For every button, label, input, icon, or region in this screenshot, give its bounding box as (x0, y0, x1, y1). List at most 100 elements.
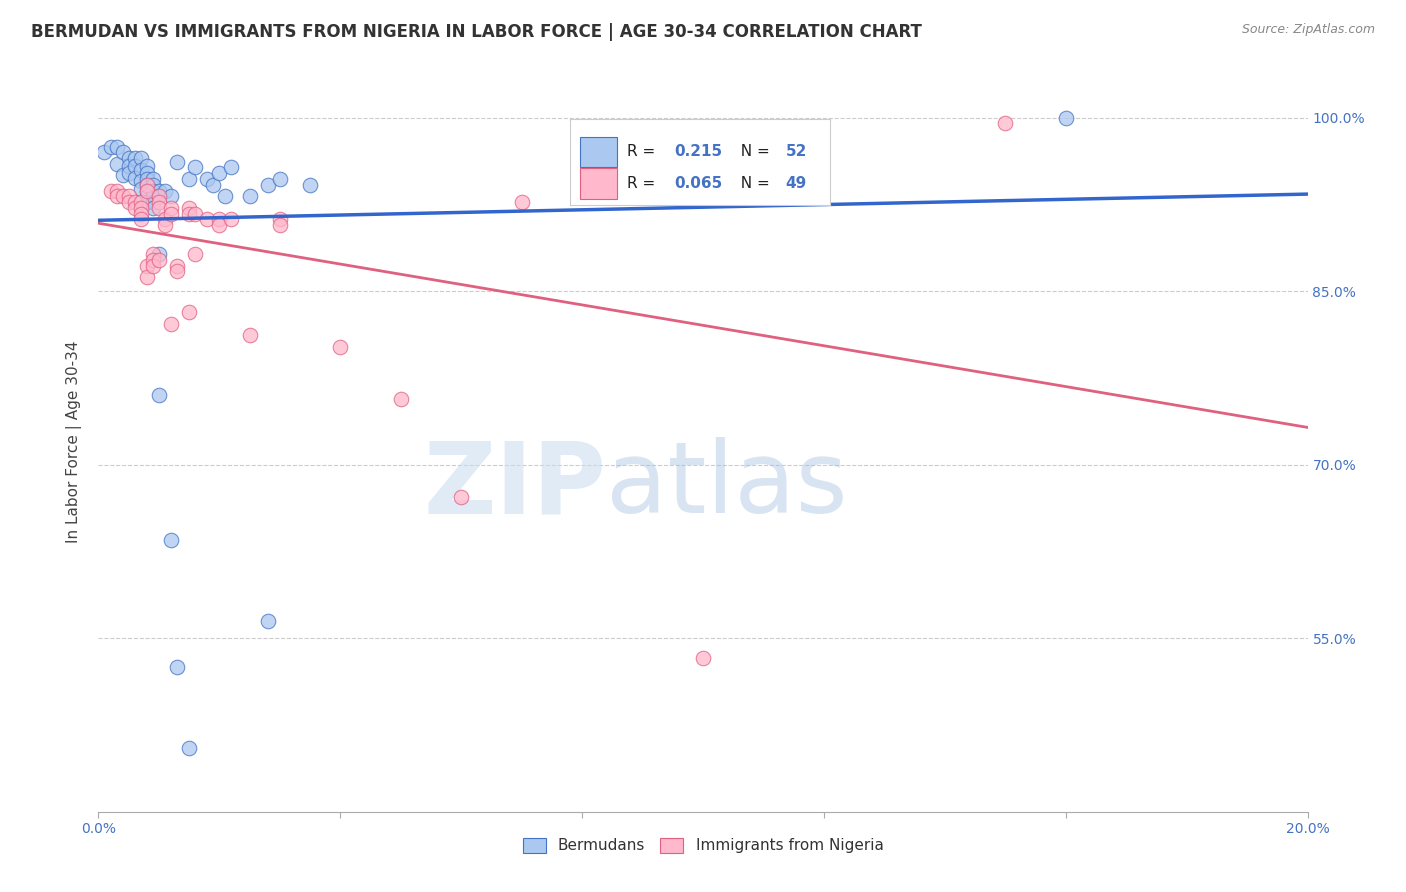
Point (160, 317, 183, 331)
Point (510, 195, 533, 210)
Point (135, 166, 157, 180)
Point (129, 212, 152, 227)
Point (1054, 111, 1077, 125)
Point (124, 170, 146, 185)
Text: BERMUDAN VS IMMIGRANTS FROM NIGERIA IN LABOR FORCE | AGE 30-34 CORRELATION CHART: BERMUDAN VS IMMIGRANTS FROM NIGERIA IN L… (31, 23, 922, 41)
Point (269, 218, 291, 232)
Point (166, 660, 188, 674)
Point (135, 178, 157, 192)
Point (179, 207, 201, 221)
Point (208, 218, 231, 232)
Point (160, 201, 183, 215)
Point (118, 166, 141, 180)
Point (118, 195, 141, 210)
Text: Source: ZipAtlas.com: Source: ZipAtlas.com (1241, 23, 1375, 37)
Point (195, 172, 218, 186)
Point (239, 189, 262, 203)
Point (135, 189, 157, 203)
Point (153, 218, 176, 232)
Point (214, 189, 236, 203)
Point (142, 178, 165, 192)
Point (124, 151, 146, 165)
Point (195, 212, 218, 227)
Point (129, 151, 152, 165)
Point (118, 151, 141, 165)
Point (142, 172, 165, 186)
Point (994, 116, 1017, 130)
Point (389, 392, 412, 406)
Point (166, 154, 188, 169)
Point (129, 174, 152, 188)
Point (135, 270, 157, 285)
Point (179, 201, 201, 215)
Point (160, 533, 183, 547)
Point (571, 184, 593, 198)
Point (124, 201, 146, 215)
Point (129, 201, 152, 215)
Point (129, 207, 152, 221)
Point (111, 169, 134, 183)
Point (148, 189, 170, 203)
Point (148, 247, 170, 261)
Point (166, 264, 188, 278)
Point (105, 184, 128, 198)
Point (142, 247, 165, 261)
Point (142, 252, 165, 267)
Point (124, 159, 146, 173)
Point (105, 139, 128, 153)
Point (142, 195, 165, 210)
Point (142, 184, 165, 198)
Point (256, 178, 278, 192)
Point (153, 184, 176, 198)
Point (111, 145, 134, 160)
Point (148, 252, 170, 267)
Point (221, 161, 243, 175)
Point (135, 184, 157, 198)
Point (135, 184, 157, 198)
Point (179, 741, 201, 756)
Point (105, 189, 128, 203)
Point (135, 195, 157, 210)
Point (153, 212, 176, 227)
Point (135, 172, 157, 186)
Point (692, 651, 714, 665)
Point (269, 212, 291, 227)
Legend: Bermudans, Immigrants from Nigeria: Bermudans, Immigrants from Nigeria (516, 831, 890, 860)
Point (100, 139, 122, 153)
Point (135, 178, 157, 192)
Point (329, 340, 352, 354)
Point (179, 305, 201, 319)
Y-axis label: In Labor Force | Age 30-34: In Labor Force | Age 30-34 (66, 340, 83, 543)
Point (239, 328, 262, 343)
Point (129, 182, 152, 196)
Point (142, 201, 165, 215)
Point (148, 189, 170, 203)
Point (184, 161, 207, 175)
Point (179, 172, 201, 186)
Point (208, 166, 231, 180)
Point (100, 184, 122, 198)
Point (160, 207, 183, 221)
Point (148, 201, 170, 215)
Point (160, 189, 183, 203)
Point (184, 207, 207, 221)
Point (299, 178, 322, 192)
Point (135, 259, 157, 273)
Point (105, 157, 128, 171)
Text: ZIP: ZIP (423, 437, 606, 534)
Point (129, 162, 152, 177)
Point (129, 195, 152, 210)
Text: atlas: atlas (606, 437, 848, 534)
Point (148, 195, 170, 210)
Point (148, 388, 170, 402)
Point (93, 145, 115, 160)
Point (450, 490, 472, 504)
Point (202, 178, 225, 192)
Point (184, 247, 207, 261)
Point (221, 212, 243, 227)
Point (208, 212, 231, 227)
Point (269, 172, 291, 186)
Point (142, 189, 165, 203)
Point (111, 189, 134, 203)
Point (135, 159, 157, 173)
